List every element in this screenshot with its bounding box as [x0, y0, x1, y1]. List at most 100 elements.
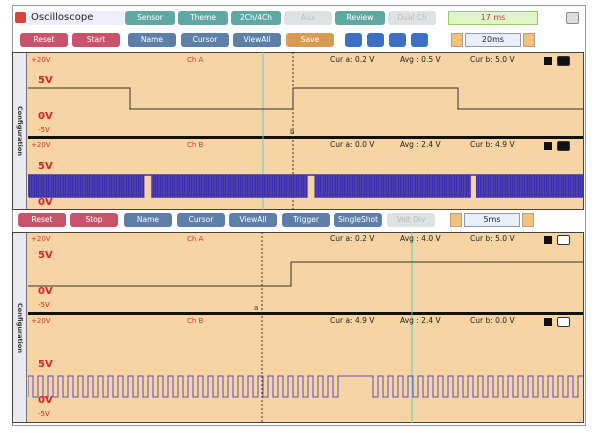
menu-icon[interactable]: [566, 12, 579, 24]
level-label: 5V: [38, 359, 53, 370]
button-label: Name: [136, 215, 160, 224]
app-title: Oscilloscope: [28, 11, 124, 25]
tab[interactable]: Review: [335, 11, 385, 25]
scale-top-label: +20V: [31, 56, 51, 64]
configuration-label: Configuration: [15, 302, 24, 353]
level-label: 0V: [38, 395, 53, 406]
tab[interactable]: Theme: [178, 11, 228, 25]
level-label: 0V: [38, 197, 53, 208]
app-icon[interactable]: [15, 12, 26, 23]
button-label: Reset: [31, 215, 53, 224]
channel-name: Ch B: [187, 141, 204, 149]
timebase: 20ms: [465, 33, 521, 47]
next-arrow[interactable]: [522, 213, 534, 227]
toolbar-button[interactable]: Start: [72, 33, 120, 47]
toolbar-button[interactable]: Name: [124, 213, 172, 227]
cursor-label: a: [254, 304, 259, 312]
toolbar-button[interactable]: Name: [128, 33, 176, 47]
channel-a-signal: [28, 261, 583, 287]
cursor-b-reading: Cur b: 4.9 V: [470, 140, 515, 149]
prev-arrow[interactable]: [451, 33, 463, 47]
toolbar-button[interactable]: Reset: [20, 33, 68, 47]
button-label: Volt Div: [396, 215, 426, 224]
button-label: Name: [140, 35, 164, 44]
toolbar-button[interactable]: ViewAll: [233, 33, 281, 47]
cursor-b-reading: Cur b: 0.0 V: [470, 316, 515, 325]
toolbar-button[interactable]: Reset: [18, 213, 66, 227]
level-label: -5V: [38, 126, 50, 134]
channel-separator: [28, 312, 583, 315]
nav-button[interactable]: [389, 33, 406, 47]
level-label: 5V: [38, 161, 53, 172]
level-label: 5V: [38, 75, 53, 86]
channel-separator: [28, 136, 583, 139]
cursor-b-reading: Cur b: 5.0 V: [470, 234, 515, 243]
tab[interactable]: Aux: [284, 11, 332, 25]
channel-name: Ch A: [187, 56, 204, 64]
nav-button[interactable]: [411, 33, 428, 47]
toolbar-button[interactable]: Save: [286, 33, 334, 47]
toolbar-button[interactable]: Trigger: [282, 213, 330, 227]
channel-toggle[interactable]: [557, 56, 570, 66]
toolbar-button[interactable]: ViewAll: [229, 213, 277, 227]
window-frame: [12, 5, 586, 426]
configuration-tab[interactable]: Configuration: [13, 233, 27, 422]
channel-name: Ch A: [187, 235, 204, 243]
toolbar-button[interactable]: Volt Div: [387, 213, 435, 227]
button-label: ViewAll: [239, 215, 267, 224]
timer: 17 ms: [448, 11, 538, 25]
channel-b-signal: [28, 174, 583, 198]
level-label: 0V: [38, 111, 53, 122]
color-swatch[interactable]: [544, 318, 552, 326]
button-label: Reset: [33, 35, 55, 44]
waveform-layer: [28, 232, 583, 423]
button-label: Save: [300, 35, 320, 44]
next-arrow[interactable]: [523, 33, 535, 47]
color-swatch[interactable]: [544, 57, 552, 65]
level-label: 0V: [38, 286, 53, 297]
channel-toggle[interactable]: [557, 141, 570, 151]
button-label: Trigger: [293, 215, 319, 224]
color-swatch[interactable]: [544, 236, 552, 244]
prev-arrow[interactable]: [450, 213, 462, 227]
configuration-label: Configuration: [15, 106, 24, 156]
cursor-a-reading: Cur a: 4.9 V: [330, 316, 375, 325]
tab[interactable]: 2Ch/4Ch: [231, 11, 281, 25]
toolbar-button[interactable]: Cursor: [177, 213, 225, 227]
button-label: Start: [86, 35, 106, 44]
average-reading: Avg : 2.4 V: [400, 316, 441, 325]
level-label: -5V: [38, 410, 50, 418]
configuration-tab[interactable]: Configuration: [13, 53, 27, 209]
average-reading: Avg : 4.0 V: [400, 234, 441, 243]
nav-button[interactable]: [345, 33, 362, 47]
channel-b-signal: [28, 375, 583, 398]
waveform-layer: [28, 52, 583, 210]
timebase: 5ms: [464, 213, 520, 227]
cursor-a-reading: Cur a: 0.0 V: [330, 140, 375, 149]
level-label: 5V: [38, 250, 53, 261]
cursor-a-reading: Cur a: 0.2 V: [330, 55, 375, 64]
average-reading: Avg : 2.4 V: [400, 140, 441, 149]
tab[interactable]: Sensor: [125, 11, 175, 25]
channel-toggle[interactable]: [557, 235, 570, 245]
button-label: SingleShot: [337, 215, 379, 224]
button-label: Stop: [85, 215, 103, 224]
average-reading: Avg : 0.5 V: [400, 55, 441, 64]
toolbar-button[interactable]: SingleShot: [334, 213, 382, 227]
cursor-a-reading: Cur a: 0.2 V: [330, 234, 375, 243]
channel-a-signal: [28, 87, 583, 110]
toolbar-button[interactable]: Cursor: [181, 33, 229, 47]
nav-button[interactable]: [367, 33, 384, 47]
color-swatch[interactable]: [544, 142, 552, 150]
tab[interactable]: Dual Ch: [388, 11, 436, 25]
button-label: Cursor: [192, 35, 218, 44]
cursor-label: b: [290, 128, 295, 136]
level-label: -5V: [38, 301, 50, 309]
channel-toggle[interactable]: [557, 317, 570, 327]
button-label: ViewAll: [243, 35, 271, 44]
toolbar-button[interactable]: Stop: [70, 213, 118, 227]
button-label: Cursor: [188, 215, 214, 224]
cursor-b-reading: Cur b: 5.0 V: [470, 55, 515, 64]
scale-top-label: +20V: [31, 141, 51, 149]
